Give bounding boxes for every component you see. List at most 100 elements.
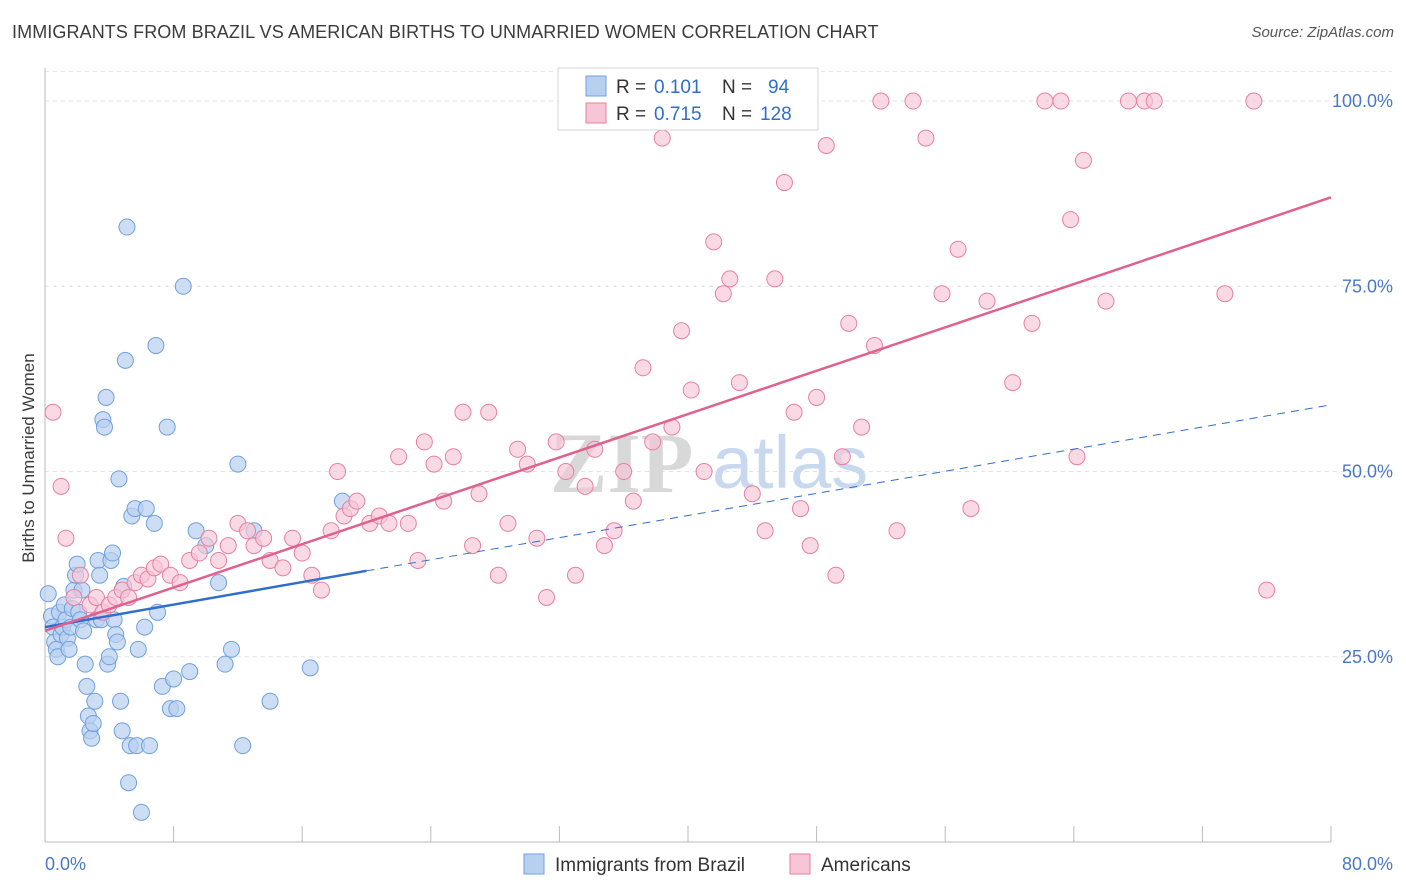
point-brazil-68 xyxy=(181,663,199,681)
point-americans-64 xyxy=(595,537,613,555)
point-brazil-37 xyxy=(100,648,118,666)
point-americans-106 xyxy=(1068,448,1086,466)
legend-n-value-2: 128 xyxy=(760,104,792,125)
point-americans-21 xyxy=(200,529,218,547)
legend-n-value-1: 94 xyxy=(768,77,790,98)
series-brazil-points xyxy=(39,218,351,821)
point-americans-52 xyxy=(480,403,498,421)
point-americans-82 xyxy=(775,174,793,192)
watermark: ZIP atlas xyxy=(550,415,868,511)
point-americans-22 xyxy=(210,551,228,569)
legend-swatch-pink xyxy=(585,102,607,124)
point-brazil-22 xyxy=(76,655,94,673)
trend-brazil-extended xyxy=(366,404,1332,572)
point-brazil-75 xyxy=(234,737,252,755)
point-americans-57 xyxy=(528,529,546,547)
point-americans-67 xyxy=(624,492,642,510)
point-americans-62 xyxy=(576,477,594,495)
point-americans-23 xyxy=(219,537,237,555)
series-americans-points xyxy=(44,92,1276,621)
point-brazil-35 xyxy=(97,388,115,406)
point-brazil-77 xyxy=(261,692,279,710)
point-americans-100 xyxy=(978,292,996,310)
point-americans-84 xyxy=(792,500,810,518)
point-americans-74 xyxy=(695,463,713,481)
point-americans-30 xyxy=(284,529,302,547)
point-americans-85 xyxy=(801,537,819,555)
point-brazil-42 xyxy=(108,633,126,651)
point-americans-80 xyxy=(756,522,774,540)
point-americans-72 xyxy=(673,322,691,340)
point-americans-66 xyxy=(615,463,633,481)
point-brazil-28 xyxy=(86,692,104,710)
point-brazil-69 xyxy=(187,522,205,540)
point-americans-29 xyxy=(274,559,292,577)
point-americans-27 xyxy=(255,529,273,547)
point-americans-46 xyxy=(425,455,443,473)
y-tick-label-3: 100.0% xyxy=(1332,91,1393,111)
point-brazil-66 xyxy=(168,700,186,718)
legend-bottom-swatch-blue xyxy=(523,853,545,875)
point-americans-45 xyxy=(415,433,433,451)
x-tick-label-0: 0.0% xyxy=(45,854,86,874)
point-americans-16 xyxy=(152,555,170,573)
point-americans-60 xyxy=(557,463,575,481)
trend-brazil xyxy=(44,569,367,629)
legend-r-label-1: R = xyxy=(616,77,646,98)
chart-title: IMMIGRANTS FROM BRAZIL VS AMERICAN BIRTH… xyxy=(12,22,879,42)
point-brazil-43 xyxy=(110,470,128,488)
point-americans-113 xyxy=(1245,92,1263,110)
point-americans-78 xyxy=(730,374,748,392)
point-americans-79 xyxy=(743,485,761,503)
point-americans-98 xyxy=(949,240,967,258)
point-americans-53 xyxy=(489,566,507,584)
point-americans-55 xyxy=(509,440,527,458)
x-tick-label-1: 80.0% xyxy=(1342,854,1393,874)
point-americans-31 xyxy=(293,544,311,562)
point-americans-20 xyxy=(190,544,208,562)
point-americans-97 xyxy=(933,285,951,303)
point-americans-108 xyxy=(1097,292,1115,310)
point-americans-65 xyxy=(605,522,623,540)
point-americans-58 xyxy=(538,588,556,606)
point-americans-48 xyxy=(444,448,462,466)
point-americans-104 xyxy=(1052,92,1070,110)
point-brazil-0 xyxy=(39,585,57,603)
point-americans-103 xyxy=(1036,92,1054,110)
legend-n-label-1: N = xyxy=(722,77,752,98)
point-americans-76 xyxy=(714,285,732,303)
legend-bottom-swatch-pink xyxy=(789,853,811,875)
point-brazil-34 xyxy=(95,418,113,436)
point-americans-105 xyxy=(1062,211,1080,229)
point-americans-42 xyxy=(390,448,408,466)
point-americans-70 xyxy=(653,129,671,147)
legend-n-label-2: N = xyxy=(722,104,752,125)
point-brazil-71 xyxy=(210,574,228,592)
point-brazil-78 xyxy=(301,659,319,677)
point-americans-99 xyxy=(962,500,980,518)
point-brazil-59 xyxy=(145,514,163,532)
point-brazil-73 xyxy=(222,640,240,658)
legend-swatch-blue xyxy=(585,75,607,97)
y-tick-label-2: 75.0% xyxy=(1342,276,1393,296)
trend-americans xyxy=(44,196,1332,633)
point-americans-81 xyxy=(766,270,784,288)
legend-bottom: Immigrants from Brazil Americans xyxy=(523,853,911,876)
point-americans-111 xyxy=(1145,92,1163,110)
point-americans-1 xyxy=(52,477,70,495)
point-brazil-31 xyxy=(91,566,109,584)
tick-labels: 25.0% 50.0% 75.0% 100.0% 0.0% 80.0% xyxy=(45,91,1393,874)
point-americans-51 xyxy=(470,485,488,503)
point-americans-3 xyxy=(65,588,83,606)
y-axis-label: Births to Unmarried Women xyxy=(19,353,38,562)
point-americans-73 xyxy=(682,381,700,399)
point-brazil-48 xyxy=(118,218,136,236)
point-brazil-63 xyxy=(158,418,176,436)
point-americans-109 xyxy=(1119,92,1137,110)
point-americans-77 xyxy=(721,270,739,288)
point-americans-86 xyxy=(808,388,826,406)
point-brazil-23 xyxy=(78,677,96,695)
point-brazil-26 xyxy=(83,729,101,747)
legend-bottom-label-americans: Americans xyxy=(821,855,911,876)
point-americans-101 xyxy=(1004,374,1022,392)
